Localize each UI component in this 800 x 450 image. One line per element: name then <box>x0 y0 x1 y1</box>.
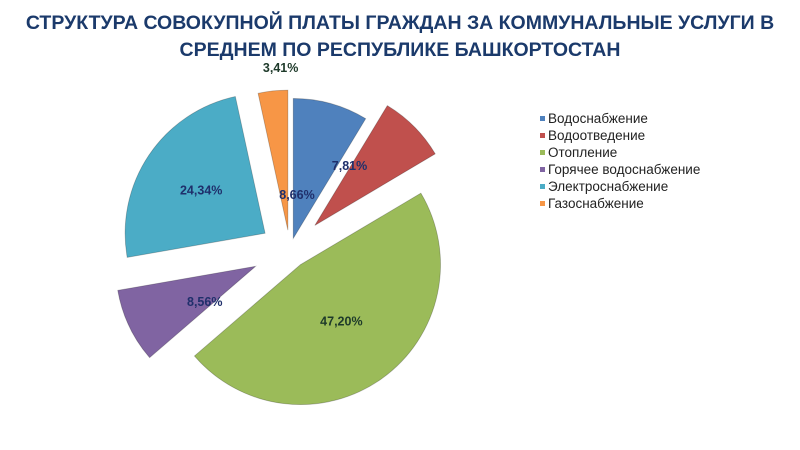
legend-item-3: Отопление <box>540 144 700 161</box>
legend-label: Отопление <box>548 145 618 160</box>
legend-swatch <box>540 201 545 206</box>
legend-swatch <box>540 167 545 172</box>
legend-swatch <box>540 116 545 121</box>
legend-item-5: Электроснабжение <box>540 178 700 195</box>
title-line-1: СТРУКТУРА СОВОКУПНОЙ ПЛАТЫ ГРАЖДАН ЗА КО… <box>25 12 775 34</box>
pie-slice-6 <box>257 89 289 231</box>
chart-title: СТРУКТУРА СОВОКУПНОЙ ПЛАТЫ ГРАЖДАН ЗА КО… <box>0 10 800 64</box>
pie-slice-5 <box>124 95 266 258</box>
legend-item-6: Газоснабжение <box>540 195 700 212</box>
legend-label: Водоснабжение <box>548 111 648 126</box>
data-label-6: 3,41% <box>263 61 298 75</box>
legend-label: Горячее водоснабжение <box>548 162 701 177</box>
pie-slice-2 <box>314 105 436 226</box>
pie-slice-3 <box>193 192 441 405</box>
data-label-2: 7,81% <box>332 159 367 173</box>
pie-slice-1 <box>292 98 367 240</box>
data-label-3: 47,20% <box>320 314 362 328</box>
legend-swatch <box>540 184 545 189</box>
legend-item-1: Водоснабжение <box>540 110 700 127</box>
legend-label: Электроснабжение <box>548 179 669 194</box>
legend-swatch <box>540 150 545 155</box>
legend-item-4: Горячее водоснабжение <box>540 161 700 178</box>
legend-swatch <box>540 133 545 138</box>
data-label-1: 8,66% <box>279 188 314 202</box>
data-label-4: 8,56% <box>187 295 222 309</box>
title-line-2: СРЕДНЕМ ПО РЕСПУБЛИКЕ БАШКОРТОСТАН <box>179 39 621 61</box>
legend-label: Водоотведение <box>548 128 646 143</box>
data-label-5: 24,34% <box>180 183 222 197</box>
legend: Водоснабжение Водоотведение Отопление Горяч… <box>540 110 700 212</box>
legend-item-2: Водоотведение <box>540 127 700 144</box>
pie-slice-4 <box>117 265 258 359</box>
legend-label: Газоснабжение <box>548 196 644 211</box>
